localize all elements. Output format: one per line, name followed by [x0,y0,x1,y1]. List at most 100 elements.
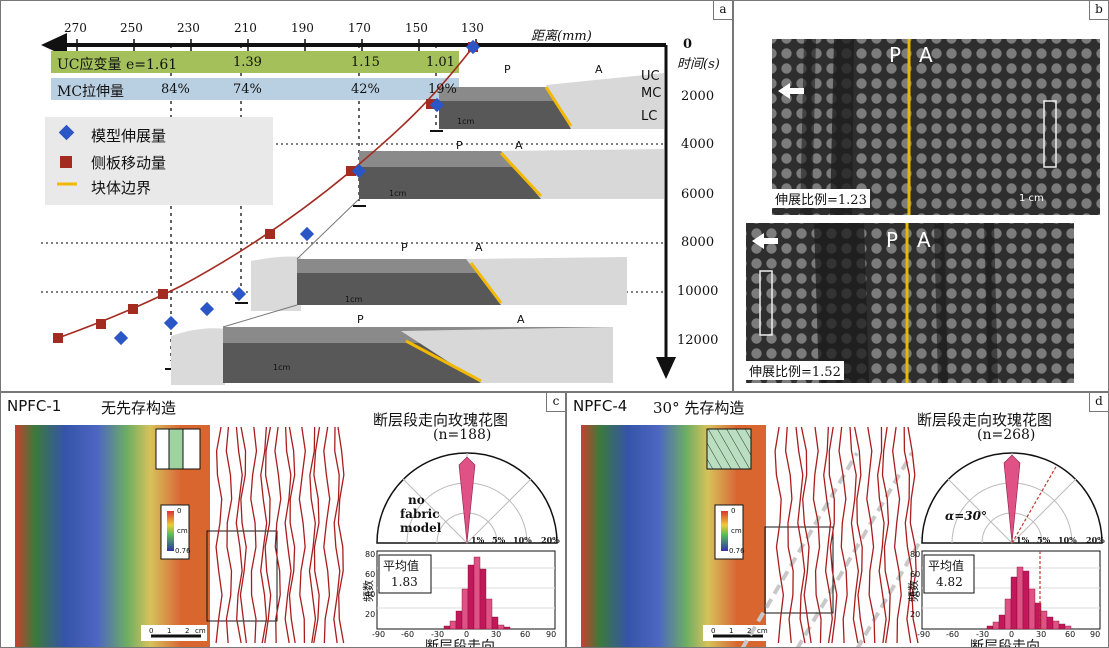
histogram-bar [1004,598,1012,630]
scalebar-tick: 0 [711,627,716,635]
colorbar-tick: 0 [731,507,736,515]
histogram-bar [1064,625,1072,630]
model-subtitle: 30° 先存构造 [653,399,745,417]
panel-c-figure [15,425,558,647]
distance-tick: 250 [120,21,143,35]
time-tick: 12000 [677,333,719,348]
histogram-xtick: -60 [401,630,415,639]
distance-axis-label: 距离(mm) [531,29,592,44]
histogram-ytick: 60 [910,570,921,579]
fault-trace [323,426,331,644]
panel-b-label: b [1089,1,1108,20]
mc-extension-value: 42% [351,82,380,97]
colorbar-tick: cm [177,527,188,535]
plate-displacement-point [265,229,275,239]
fault-trace [903,426,913,644]
fault-trace [235,426,243,644]
section-a-label: A [517,313,525,326]
fault-trace [308,426,317,644]
colorbar-tick: cm [731,527,742,535]
histogram-bar [986,625,994,630]
histogram-ytick: 60 [365,570,376,579]
fault-trace [333,426,341,644]
fault-trace [260,426,268,644]
distance-tick: 170 [348,21,371,35]
rose-title: 断层段走向玫瑰花图 [917,411,1053,429]
fault-trace [838,426,848,644]
section-a-label: A [515,139,523,152]
panel-c: c NPFC-1 无先存构造 [0,392,566,648]
histogram-bar [473,556,481,630]
fault-trace [239,426,248,644]
model-extension-point [299,226,315,242]
histogram-bar [998,614,1006,630]
mc-extension-value: 19% [428,82,457,97]
distance-tick: 190 [291,21,314,35]
histogram-ytick: 80 [910,550,921,559]
time-tick: 8000 [681,235,715,250]
section-p-label: P [401,241,408,254]
histogram-xtick: -90 [372,630,386,639]
histogram-xtick: 90 [546,630,557,639]
distance-tick: 230 [177,21,200,35]
section-scale-label: 1cm [389,189,407,198]
section-scale-label: 1cm [457,117,475,126]
model-extension-point [465,39,481,55]
rose-percent: 20% [541,535,560,545]
fault-trace [800,426,812,644]
panel-d-label: d [1089,393,1108,412]
uc-strain-value: 1.01 [426,55,455,70]
model-title: NPFC-4 [573,397,628,415]
histogram-xtick: 0 [1009,630,1015,639]
histogram-xtick: 60 [520,630,531,639]
plate-displacement-point [128,304,138,314]
section-a-label: A [595,63,603,76]
rose-note-line: no [408,493,425,507]
histogram-xtick: -60 [946,630,960,639]
histogram-bar [461,588,469,630]
layer-label-uc: UC [641,69,660,84]
panel-d-figure [581,425,1103,647]
histogram-ytick: 80 [365,550,376,559]
uc-strain-value: 1.15 [351,55,380,70]
time-tick: 2000 [681,89,715,104]
fault-trace [828,426,838,644]
time-tick: 0 [683,37,693,52]
histogram-xtick: -30 [976,630,990,639]
fault-trace [881,426,891,644]
histogram-xtick: 60 [1065,630,1076,639]
panel-b-photos [746,39,1100,383]
plate-displacement-point [158,289,168,299]
layer-label-lc: LC [641,109,658,124]
model-extension-point [163,315,179,331]
plate-displacement-point [96,319,106,329]
histogram-xtick: 0 [464,630,470,639]
fault-trace [298,426,306,644]
rose-percent: 1% [1016,535,1030,545]
fault-trace [784,426,794,644]
histogram-bar [1016,566,1024,630]
rose-note-line: fabric [400,507,440,521]
histogram-xtick: 90 [1090,630,1101,639]
histogram-bar [491,616,499,630]
histogram-xtick: 30 [491,630,502,639]
rose-title: 断层段走向玫瑰花图 [373,411,509,429]
histogram-xlabel: 断层段走向 [970,639,1040,648]
fault-trace [876,426,887,644]
fault-trace [274,426,282,644]
histogram-bar [467,564,475,630]
scalebar-tick: 1 [167,627,172,635]
model-extension-point [113,330,129,346]
rose-percent: 5% [1037,535,1051,545]
histogram-bar [1040,610,1048,630]
scalebar-unit: cm [195,627,206,635]
mc-extension-value: 84% [161,82,190,97]
legend-model-extension: 模型伸展量 [91,127,167,145]
rose-alpha: α=30° [945,509,987,523]
scalebar-unit: cm [757,627,768,635]
scalebar-tick: 0 [149,627,154,635]
scalebar-tick: 1 [729,627,734,635]
histogram-xtick: -90 [917,630,931,639]
legend-block-boundary: 块体边界 [91,179,152,197]
histogram-bar [479,568,487,630]
